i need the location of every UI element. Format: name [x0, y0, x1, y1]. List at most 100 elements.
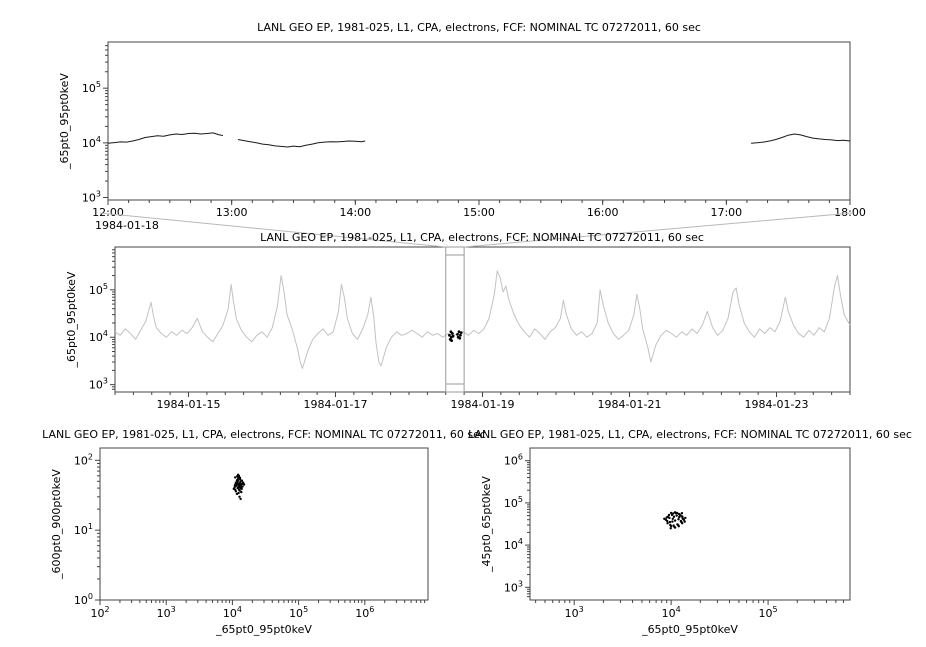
panel-1-x-tick-label: 1984-01-19 [451, 398, 515, 411]
panel-0-y-tick-label: 103 [82, 189, 101, 204]
panel-2-series-0-point [236, 475, 239, 478]
panel-1-series-1-point [459, 333, 462, 337]
panel-1-series-1-point [457, 330, 461, 334]
panel-1-series-1-point [456, 333, 459, 336]
panel-1-series-0 [114, 270, 851, 369]
panel-2-x-axis-label: _65pt0_95pt0keV [215, 623, 312, 636]
panel-3-y-tick-label: 105 [504, 495, 523, 510]
panel-1-x-tick-label: 1984-01-17 [304, 398, 368, 411]
panel-2-series-0-point [236, 486, 239, 490]
panel-1-x-tick-label: 1984-01-21 [598, 398, 662, 411]
panel-3-title: LANL GEO EP, 1981-025, L1, CPA, electron… [468, 428, 912, 441]
panel-1-series-1-point [448, 333, 451, 337]
panel-3-series-0-point [666, 522, 669, 525]
panel-2-series-0-point [240, 485, 243, 488]
panel-3-plot-area[interactable] [529, 447, 851, 601]
panel-2-y-tick-label: 102 [74, 452, 93, 467]
panel-3-series-0-point [679, 519, 683, 523]
panel-3-y-tick-label: 106 [504, 453, 523, 468]
panel-2-series-0-point [237, 491, 240, 495]
panel-3-x-axis-label: _65pt0_95pt0keV [641, 623, 738, 636]
panel-1-series-1-point [459, 331, 463, 334]
panel-1: 103 104 105 1984-01-15 1984-01-17 1984-01-19 1… [65, 212, 853, 411]
panel-3-series-0-point [669, 511, 673, 515]
panel-2-x-tick-label: 102 [90, 605, 109, 620]
panel-0-x-tick-label: 18:00 [834, 206, 866, 219]
context-selection-box[interactable] [445, 246, 465, 393]
panel-3-series-0-point [671, 520, 674, 523]
panel-3-series-0-point [680, 512, 684, 515]
panel-2-series-0-point [234, 476, 237, 479]
panel-3-series-0-point [667, 513, 671, 517]
panel-2-series-0-point [232, 487, 235, 491]
panel-3-y-tick-label: 103 [504, 579, 523, 594]
panel-3-series-0-point [669, 523, 672, 527]
panel-0-context-date-label: 1984-01-18 [95, 219, 159, 232]
panel-2-x-tick-label: 105 [289, 605, 308, 620]
panel-3-y-axis-label: _45pt0_65pt0keV [480, 476, 493, 573]
panel-3-series-0-point [684, 516, 687, 520]
panel-0-x-tick-label: 13:00 [216, 206, 248, 219]
panel-0-x-tick-label: 17:00 [710, 206, 742, 219]
panel-2-series-0-point [239, 497, 242, 501]
panel-3-series-0-point [666, 519, 669, 523]
panel-3-series-0-point [681, 516, 684, 519]
panel-0-title: LANL GEO EP, 1981-025, L1, CPA, electron… [257, 21, 701, 34]
panel-0-y-axis-label: _65pt0_95pt0keV [58, 73, 71, 170]
panel-2-y-tick-label: 100 [74, 592, 93, 607]
panel-1-series-1-point [451, 332, 454, 335]
panel-3-series-0-point [669, 527, 672, 530]
panel-3-series-0-point [674, 512, 678, 515]
panel-0-x-tick-label: 12:00 [92, 206, 124, 219]
panel-1-series-1-point [450, 339, 453, 342]
panel-0-x-tick-label: 15:00 [463, 206, 495, 219]
panel-1-series-1-point [451, 334, 455, 338]
panel-3-series-0-point [668, 516, 671, 520]
panel-3-x-tick-label: 103 [565, 605, 584, 620]
panel-1-title: LANL GEO EP, 1981-025, L1, CPA, electron… [260, 231, 704, 244]
panel-3-series-0-point [672, 524, 675, 527]
panel-2-title: LANL GEO EP, 1981-025, L1, CPA, electron… [42, 428, 486, 441]
panel-3-series-0-point [673, 519, 677, 522]
panel-2-series-0-point [242, 483, 246, 486]
panel-0-series-0 [237, 139, 366, 148]
panel-1-series-1-point [458, 336, 462, 340]
panel-2-series-0-point [240, 487, 243, 491]
panel-1-y-axis-label: _65pt0_95pt0keV [65, 271, 78, 368]
panel-1-y-tick-label: 104 [89, 329, 108, 344]
panel-3-series-0-point [670, 513, 674, 517]
panel-3-y-tick-label: 104 [504, 537, 523, 552]
panel-2-x-tick-label: 106 [355, 605, 374, 620]
panel-0-x-tick-label: 14:00 [339, 206, 371, 219]
panel-3-series-0-point [671, 517, 674, 520]
panel-0-series-0 [107, 132, 224, 144]
panel-2: 100 101 102 102 103 104 105 106 _600pt0_900pt0ke… [50, 447, 429, 636]
panel-3-series-0-point [663, 517, 666, 520]
panel-3-series-0-point [675, 514, 678, 517]
panel-0-y-tick-label: 105 [82, 80, 101, 95]
panel-2-y-axis-label: _600pt0_900pt0keV [50, 469, 63, 580]
panel-3-series-0-point [678, 513, 681, 516]
context-connector-left [99, 212, 446, 248]
panel-3: 103 104 105 106 103 104 105 _45pt0_65pt0keV _65p… [480, 447, 851, 636]
panel-1-x-tick-label: 1984-01-23 [745, 398, 809, 411]
panel-3-series-0-point [678, 515, 681, 519]
panel-3-series-0-point [676, 523, 679, 526]
panel-0-plot-area[interactable] [107, 41, 851, 201]
panel-2-plot-area[interactable] [99, 447, 429, 601]
panel-1-x-tick-label: 1984-01-15 [157, 398, 221, 411]
panel-2-series-0-point [235, 484, 238, 488]
panel-2-series-0-point [235, 480, 238, 483]
panel-3-series-0-point [683, 520, 686, 523]
panel-3-series-0-point [672, 515, 676, 518]
panel-3-x-tick-label: 104 [662, 605, 681, 620]
panel-2-series-0-point [241, 481, 245, 484]
panel-2-series-0-point [240, 479, 244, 482]
panel-3-x-tick-label: 105 [759, 605, 778, 620]
panel-2-series-0-point [237, 482, 240, 486]
panel-2-series-0-point [234, 490, 238, 493]
panel-2-series-0-point [240, 490, 243, 494]
panel-0: 103 104 105 12:00 13:00 14:00 15:00 16:00 17:00 1… [58, 41, 866, 232]
panel-0-series-0 [751, 133, 851, 144]
